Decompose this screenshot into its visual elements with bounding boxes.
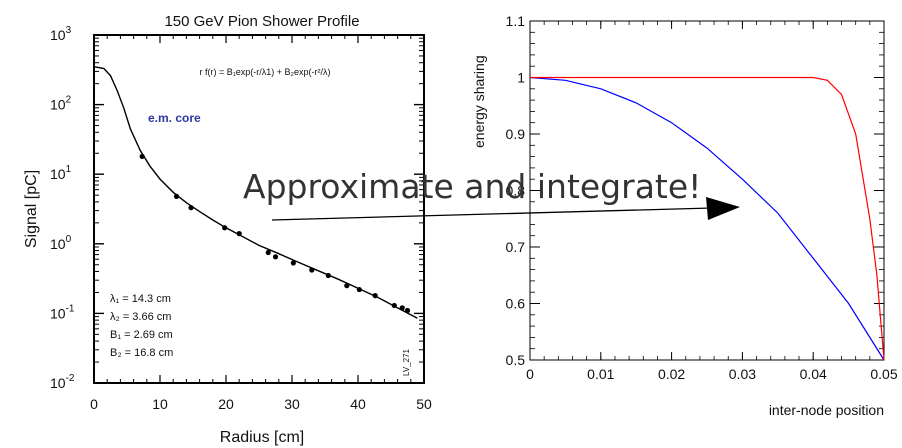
overlay-arrow (271, 197, 740, 221)
data-point (290, 260, 296, 266)
fit-parameters: λ₁ = 14.3 cm λ₂ = 3.66 cm B₁ = 2.69 cm B₂ =… (110, 293, 173, 359)
x-tick-label: 20 (218, 396, 234, 412)
em-core-annotation: e.m. core (148, 111, 201, 125)
y-axis-right: 0.5 0.6 0.7 0.8 0.9 1 1.1 (506, 13, 884, 368)
data-point (344, 283, 350, 289)
data-point (188, 205, 194, 211)
x-tick-label: 50 (416, 396, 432, 412)
data-point (236, 231, 242, 237)
x-tick-label: 0.02 (658, 366, 685, 382)
y-axis: 10-2 10-1 100 101 102 103 (50, 25, 424, 391)
data-point (222, 225, 228, 231)
y-tick-label: 102 (50, 95, 72, 113)
side-label: LV_271 (402, 348, 411, 376)
x-tick-label: 0 (90, 396, 98, 412)
x-tick-label: 0 (526, 366, 534, 382)
y-axis-label: Signal [pC] (23, 170, 40, 248)
y-tick-label: 0.6 (506, 296, 526, 312)
x-tick-label: 0.05 (870, 366, 897, 382)
series-lines (529, 76, 885, 361)
y-tick-label: 0.8 (506, 183, 526, 199)
y-tick-label: 0.9 (506, 126, 526, 142)
energy-sharing-chart: 0 0.01 0.02 0.03 0.04 0.05 0.5 0.6 0.7 0.8 0.9 1 1.… (471, 13, 898, 418)
fit-curve (93, 66, 418, 319)
fit-parameter: B₁ = 2.69 cm (110, 329, 173, 341)
x-tick-label: 10 (152, 396, 168, 412)
data-point (265, 249, 271, 256)
chart-title: 150 GeV Pion Shower Profile (164, 13, 359, 30)
y-tick-label: 103 (50, 25, 72, 43)
x-axis-label: Radius [cm] (220, 429, 304, 446)
overlay-caption: Approximate and integrate! (243, 167, 701, 206)
fit-parameter: λ₁ = 14.3 cm (110, 293, 171, 305)
y-tick-label: 100 (50, 234, 72, 252)
x-tick-label: 40 (350, 396, 366, 412)
data-point (372, 293, 378, 299)
y-tick-label: 1.1 (506, 13, 526, 29)
data-point (391, 302, 397, 309)
fit-parameter: B₂ = 16.8 cm (110, 347, 173, 359)
data-point (272, 254, 279, 260)
x-tick-label: 0.03 (729, 366, 756, 382)
x-axis-label-right: inter-node position (769, 402, 884, 418)
plot-frame (93, 34, 425, 384)
x-tick-label: 0.04 (800, 366, 827, 382)
y-tick-label: 1 (517, 70, 525, 86)
y-axis-label-right: energy sharing (471, 55, 487, 148)
data-points (139, 153, 411, 314)
data-point (173, 193, 180, 199)
data-point (356, 286, 362, 293)
fit-formula: r f(r) = B₁exp(-r/λ1) + B₂exp(-r²/λ) (199, 67, 330, 77)
data-point (399, 305, 405, 311)
red-series-line (530, 76, 885, 361)
x-tick-label: 0.01 (587, 366, 614, 382)
data-point (309, 267, 315, 273)
data-point (404, 307, 411, 314)
y-tick-label: 101 (50, 164, 72, 182)
y-tick-label: 10-1 (50, 303, 75, 321)
shower-profile-chart: 150 GeV Pion Shower Profile 0 10 20 30 40 50 … (23, 13, 432, 446)
x-tick-label: 30 (284, 396, 300, 412)
data-point (139, 153, 145, 160)
x-axis-right: 0 0.01 0.02 0.03 0.04 0.05 (526, 21, 898, 382)
y-tick-label: 0.7 (506, 239, 526, 255)
y-tick-label: 0.5 (506, 352, 526, 368)
y-tick-label: 10-2 (50, 373, 75, 391)
data-point (325, 272, 331, 279)
fit-parameter: λ₂ = 3.66 cm (110, 311, 171, 323)
blue-series-line (529, 76, 885, 361)
